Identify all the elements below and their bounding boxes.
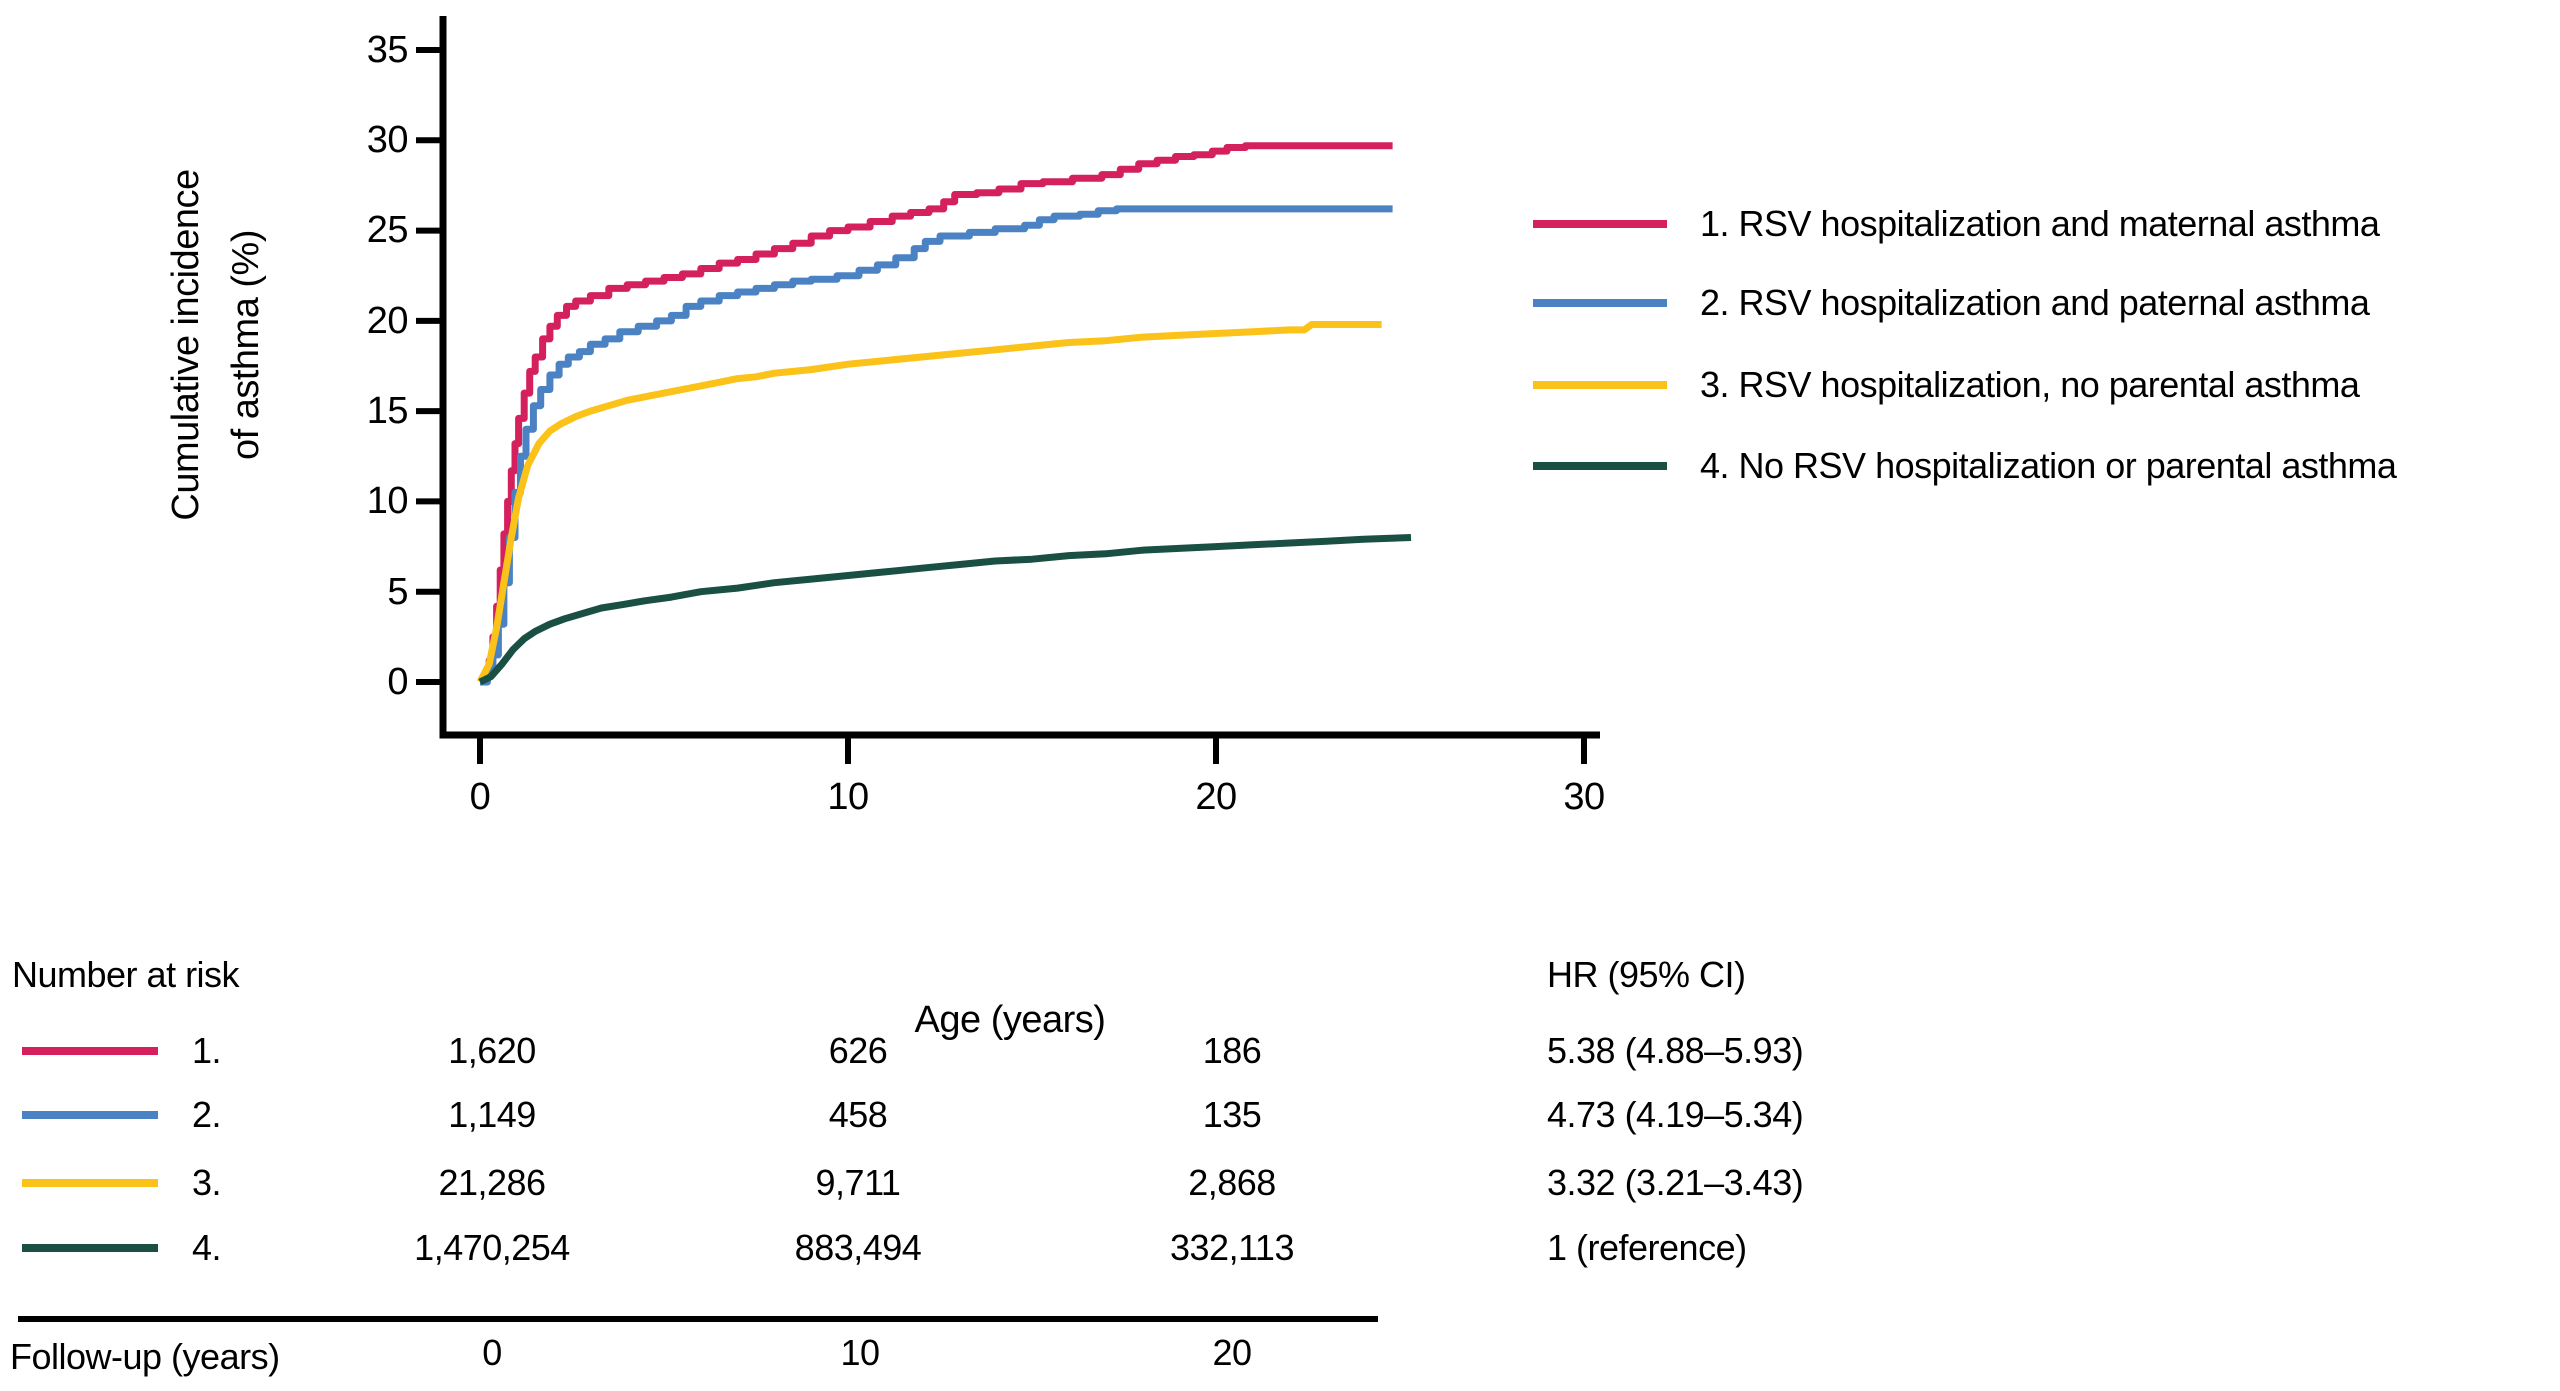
followup-tick-20: 20 bbox=[1212, 1332, 1252, 1373]
row3-n-at-0: 21,286 bbox=[438, 1162, 546, 1203]
row1-n-at-20: 186 bbox=[1202, 1030, 1262, 1071]
x-tick-label-30: 30 bbox=[1563, 776, 1605, 818]
legend-swatch-4 bbox=[1533, 462, 1667, 470]
legend-label-4: 4. No RSV hospitalization or parental as… bbox=[1700, 445, 2397, 486]
y-tick-label-25: 25 bbox=[366, 209, 409, 251]
y-tick-label-35: 35 bbox=[366, 29, 409, 71]
row1-hr: 5.38 (4.88–5.93) bbox=[1547, 1030, 1804, 1071]
row4-hr: 1 (reference) bbox=[1547, 1227, 1747, 1268]
row2-hr: 4.73 (4.19–5.34) bbox=[1547, 1094, 1804, 1135]
x-tick-label-20: 20 bbox=[1195, 776, 1237, 818]
legend-swatch-1 bbox=[1533, 220, 1667, 228]
row3-n-at-20: 2,868 bbox=[1188, 1162, 1276, 1203]
x-tick-label-0: 0 bbox=[469, 776, 491, 818]
series-curve-3 bbox=[476, 321, 1382, 684]
row-swatch-1 bbox=[22, 1047, 158, 1055]
series-curve-1 bbox=[480, 142, 1393, 686]
row1-n-at-0: 1,620 bbox=[448, 1030, 536, 1071]
y-axis-title-line2: of asthma (%) bbox=[225, 230, 267, 460]
followup-tick-0: 0 bbox=[482, 1332, 502, 1373]
series-curves bbox=[476, 142, 1412, 686]
y-tick-label-10: 10 bbox=[366, 480, 409, 522]
row3-n-at-10: 9,711 bbox=[815, 1162, 901, 1203]
row4-n-at-10: 883,494 bbox=[794, 1227, 922, 1268]
series-curve-2 bbox=[480, 205, 1393, 686]
legend-label-1: 1. RSV hospitalization and maternal asth… bbox=[1700, 203, 2380, 244]
row-label-2: 2. bbox=[192, 1094, 222, 1135]
hr-ci-header: HR (95% CI) bbox=[1547, 954, 1746, 995]
row-swatch-2 bbox=[22, 1111, 158, 1119]
row4-n-at-0: 1,470,254 bbox=[414, 1227, 570, 1268]
row4-n-at-20: 332,113 bbox=[1170, 1227, 1294, 1268]
y-tick-label-20: 20 bbox=[366, 300, 409, 342]
y-tick-label-30: 30 bbox=[366, 119, 409, 161]
row-label-3: 3. bbox=[192, 1162, 222, 1203]
x-axis-title: Age (years) bbox=[914, 999, 1106, 1041]
series-curve-4 bbox=[478, 534, 1412, 686]
followup-separator-line bbox=[18, 1316, 1378, 1322]
row2-n-at-20: 135 bbox=[1202, 1094, 1262, 1135]
legend-label-2: 2. RSV hospitalization and paternal asth… bbox=[1700, 282, 2370, 323]
followup-axis-label: Follow-up (years) bbox=[10, 1336, 280, 1377]
followup-tick-10: 10 bbox=[840, 1332, 880, 1373]
axes bbox=[416, 16, 1600, 764]
legend-swatch-3 bbox=[1533, 381, 1667, 389]
row1-n-at-10: 626 bbox=[828, 1030, 888, 1071]
y-axis-title-line1: Cumulative incidence bbox=[165, 169, 207, 520]
row2-n-at-0: 1,149 bbox=[448, 1094, 536, 1135]
legend-swatch-2 bbox=[1533, 299, 1667, 307]
row-swatch-3 bbox=[22, 1179, 158, 1187]
y-tick-label-5: 5 bbox=[387, 571, 408, 613]
x-tick-label-10: 10 bbox=[827, 776, 869, 818]
row3-hr: 3.32 (3.21–3.43) bbox=[1547, 1162, 1804, 1203]
y-tick-label-15: 15 bbox=[366, 390, 409, 432]
row-swatch-4 bbox=[22, 1244, 158, 1252]
legend-label-3: 3. RSV hospitalization, no parental asth… bbox=[1700, 364, 2360, 405]
risk-table-title: Number at risk bbox=[12, 954, 240, 995]
row2-n-at-10: 458 bbox=[828, 1094, 888, 1135]
row-label-4: 4. bbox=[192, 1227, 222, 1268]
y-tick-label-0: 0 bbox=[387, 661, 408, 703]
row-label-1: 1. bbox=[192, 1030, 222, 1071]
